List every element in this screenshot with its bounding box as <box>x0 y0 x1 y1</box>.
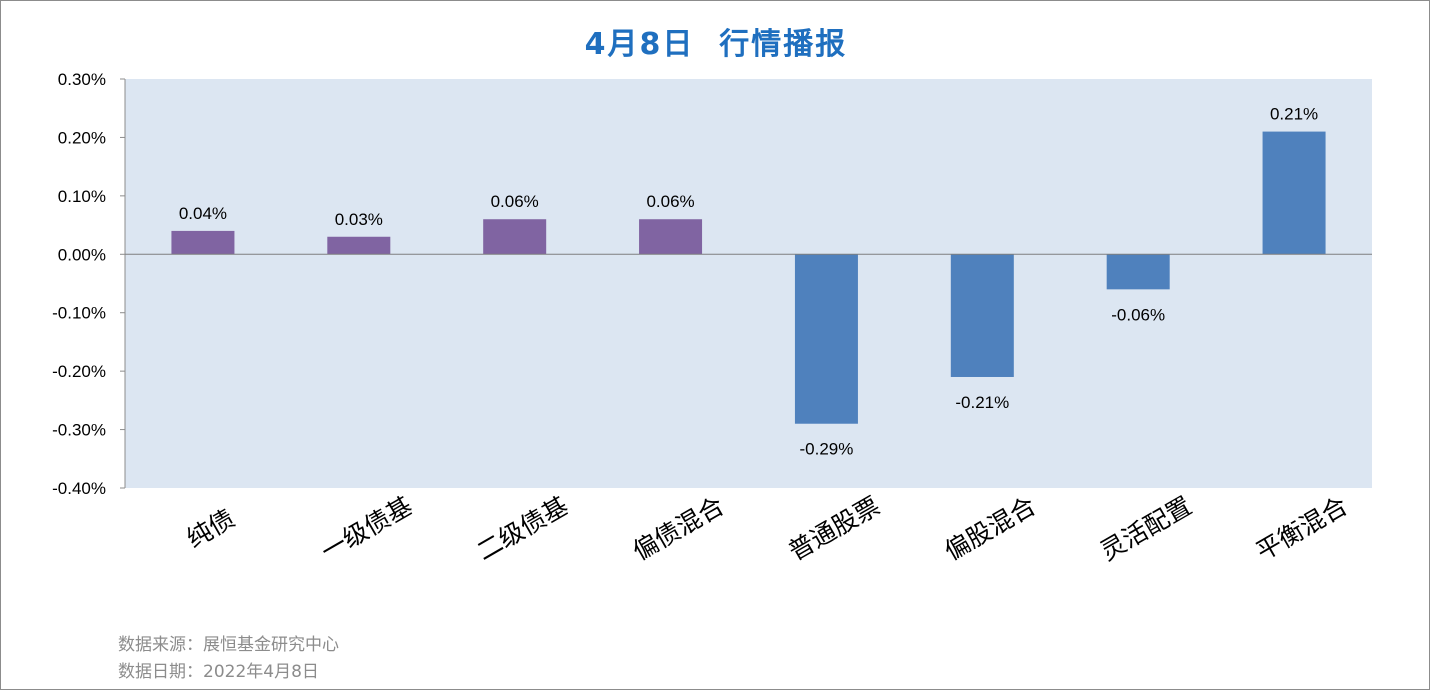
y-tick-label: 0.10% <box>58 187 106 206</box>
data-label: -0.29% <box>800 440 854 459</box>
bar <box>1106 254 1170 290</box>
category-label: 偏债混合 <box>628 491 729 566</box>
data-label: 0.06% <box>646 192 694 211</box>
bar <box>794 254 858 424</box>
bar <box>639 219 703 255</box>
bar <box>1262 131 1326 255</box>
data-source-note: 数据来源：展恒基金研究中心 <box>118 635 339 655</box>
y-tick-label: 0.30% <box>58 70 106 89</box>
category-label: 普通股票 <box>784 491 885 566</box>
y-tick-label: 0.00% <box>58 245 106 264</box>
y-tick-label: -0.20% <box>52 362 106 381</box>
category-label: 偏股混合 <box>940 491 1041 566</box>
bar <box>950 254 1014 377</box>
bar <box>483 219 547 255</box>
data-label: 0.04% <box>179 204 227 223</box>
chart-title: 4月8日 行情播报 <box>584 27 848 62</box>
category-label: 二级债基 <box>472 491 573 566</box>
data-label: 0.03% <box>335 210 383 229</box>
bar <box>171 230 235 255</box>
data-label: -0.06% <box>1111 305 1165 324</box>
y-tick-label: -0.30% <box>52 421 106 440</box>
data-label: -0.21% <box>955 393 1009 412</box>
data-label: 0.06% <box>491 192 539 211</box>
plot-area <box>125 79 1372 488</box>
category-label: 一级债基 <box>316 491 417 566</box>
category-label: 平衡混合 <box>1251 491 1352 566</box>
category-label: 纯债 <box>182 504 240 554</box>
bar <box>327 236 391 255</box>
category-label: 灵活配置 <box>1095 491 1196 566</box>
data-date-note: 数据日期：2022年4月8日 <box>118 662 319 682</box>
y-tick-label: 0.20% <box>58 128 106 147</box>
y-tick-label: -0.40% <box>52 479 106 498</box>
data-label: 0.21% <box>1270 105 1318 124</box>
y-tick-label: -0.10% <box>52 304 106 323</box>
